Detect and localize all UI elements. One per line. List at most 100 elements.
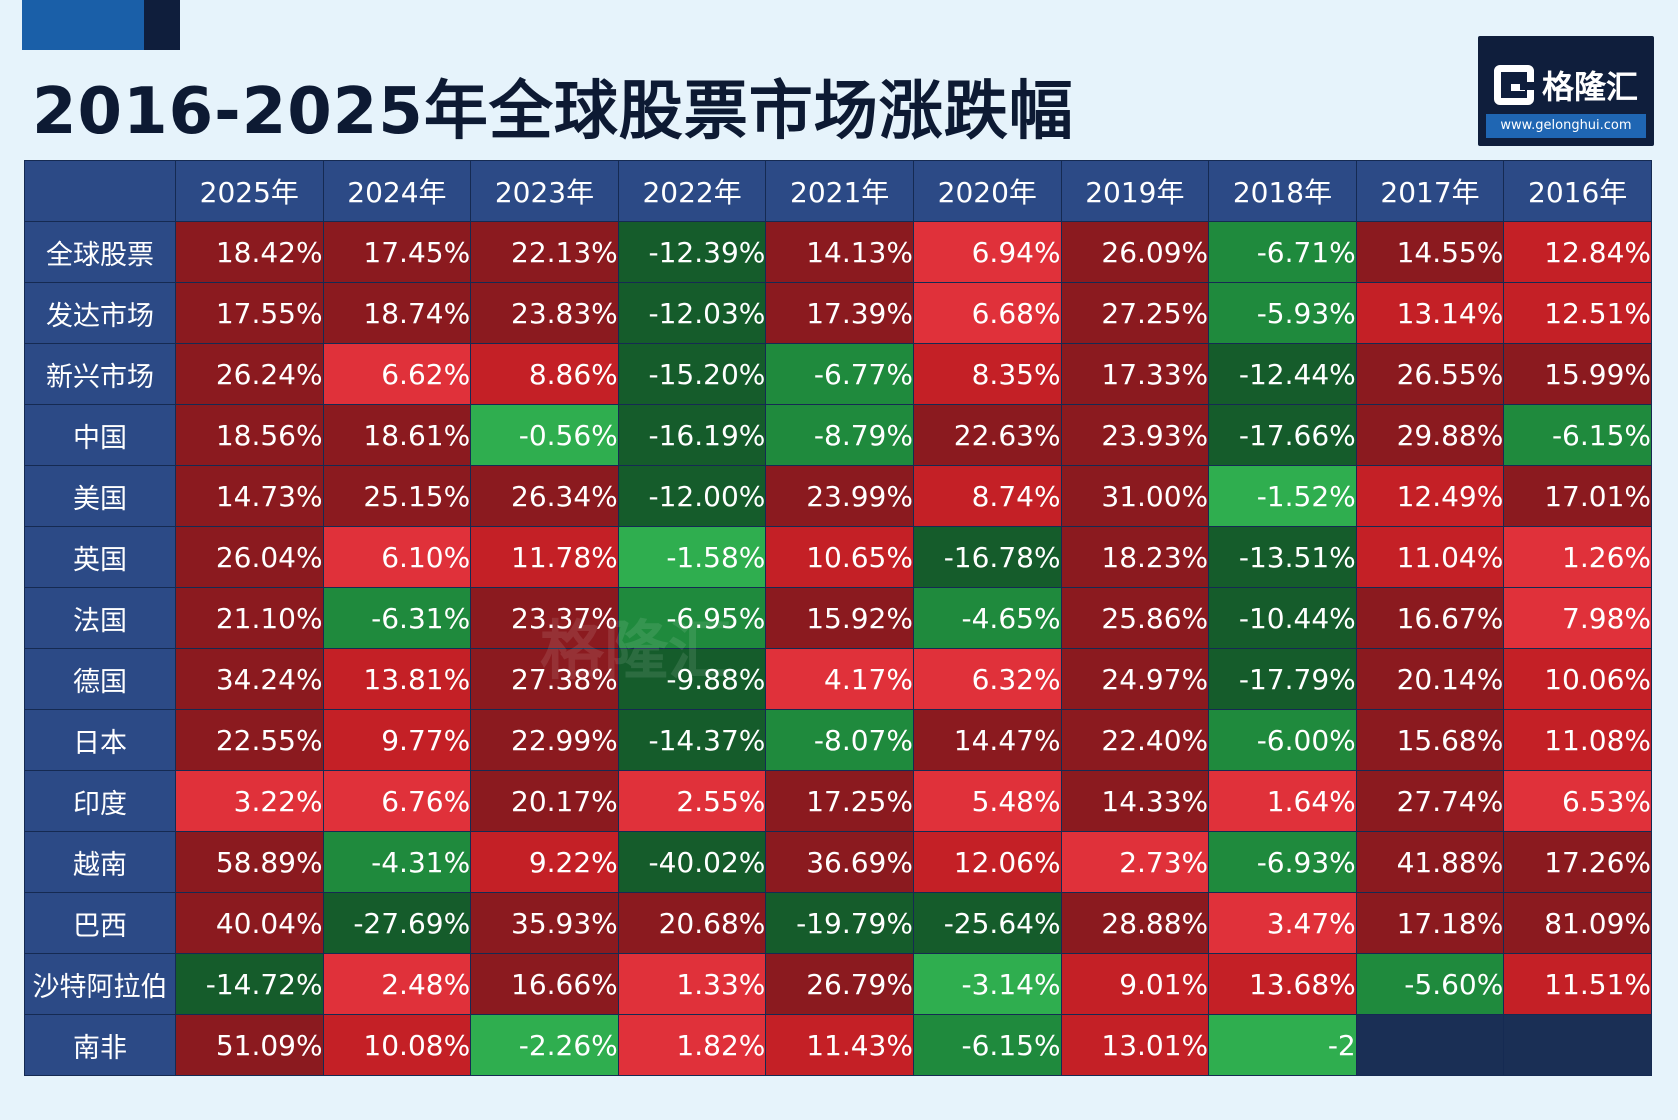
heatmap-cell: 12.51% bbox=[1503, 282, 1652, 344]
heatmap-cell: 31.00% bbox=[1060, 465, 1210, 527]
heatmap-cell: -4.65% bbox=[912, 587, 1062, 649]
heatmap-cell: 9.01% bbox=[1060, 953, 1210, 1015]
heatmap-cell: 6.94% bbox=[912, 221, 1062, 283]
heatmap-cell: 22.99% bbox=[470, 709, 619, 771]
table-row: 沙特阿拉伯 -14.72% 2.48% 16.66% 1.33% 26.79% -3.14%… bbox=[24, 953, 1652, 1015]
heatmap-cell: 11.43% bbox=[765, 1014, 914, 1076]
heatmap-cell: 18.61% bbox=[322, 404, 472, 466]
heatmap-cell: 34.24% bbox=[175, 648, 324, 710]
heatmap-cell: 6.76% bbox=[322, 770, 472, 832]
heatmap-cell: -3.14% bbox=[912, 953, 1062, 1015]
heatmap-cell: 20.68% bbox=[617, 892, 767, 954]
heatmap-cell: -15.20% bbox=[617, 343, 767, 405]
heatmap-cell: 7.98% bbox=[1503, 587, 1652, 649]
heatmap-cell: -8.07% bbox=[765, 709, 914, 771]
heatmap-cell: 17.39% bbox=[765, 282, 914, 344]
heatmap-cell: -14.72% bbox=[175, 953, 324, 1015]
table-row: 中国 18.56% 18.61% -0.56% -16.19% -8.79% 22.63% 2… bbox=[24, 404, 1652, 466]
heatmap-cell: 6.68% bbox=[912, 282, 1062, 344]
heatmap-cell: 23.37% bbox=[470, 587, 619, 649]
heatmap-cell: 6.32% bbox=[912, 648, 1062, 710]
heatmap-cell: 3.22% bbox=[175, 770, 324, 832]
heatmap-cell: 17.55% bbox=[175, 282, 324, 344]
row-header: 全球股票 bbox=[24, 221, 176, 283]
heatmap-cell: 2.73% bbox=[1060, 831, 1210, 893]
heatmap-cell: -5.93% bbox=[1208, 282, 1357, 344]
heatmap-cell: -0.56% bbox=[470, 404, 619, 466]
heatmap-cell: -27.69% bbox=[322, 892, 472, 954]
heatmap-cell: 2.48% bbox=[322, 953, 472, 1015]
heatmap-cell: 11.08% bbox=[1503, 709, 1652, 771]
heatmap-cell: 8.74% bbox=[912, 465, 1062, 527]
heatmap-cell: -12.44% bbox=[1208, 343, 1357, 405]
heatmap-cell: 16.67% bbox=[1355, 587, 1505, 649]
heatmap-cell: 51.09% bbox=[175, 1014, 324, 1076]
row-header: 美国 bbox=[24, 465, 176, 527]
table-row: 德国 34.24% 13.81% 27.38% -9.88% 4.17% 6.32% 24.9… bbox=[24, 648, 1652, 710]
heatmap-cell: 4.17% bbox=[765, 648, 914, 710]
heatmap-cell: 17.26% bbox=[1503, 831, 1652, 893]
heatmap-cell: 14.55% bbox=[1355, 221, 1505, 283]
column-header-0: 2025年 bbox=[175, 160, 324, 222]
heatmap-cell: 18.74% bbox=[322, 282, 472, 344]
heatmap-cell: 17.25% bbox=[765, 770, 914, 832]
heatmap-cell: 26.34% bbox=[470, 465, 619, 527]
heatmap-cell: -2.26% bbox=[470, 1014, 619, 1076]
heatmap-cell: 17.01% bbox=[1503, 465, 1652, 527]
heatmap-cell: -9.88% bbox=[617, 648, 767, 710]
heatmap-cell: 10.08% bbox=[322, 1014, 472, 1076]
table-row: 印度 3.22% 6.76% 20.17% 2.55% 17.25% 5.48% 14.33%… bbox=[24, 770, 1652, 832]
heatmap-cell: 6.53% bbox=[1503, 770, 1652, 832]
heatmap-cell: -17.79% bbox=[1208, 648, 1357, 710]
row-header: 中国 bbox=[24, 404, 176, 466]
table-row: 南非 51.09% 10.08% -2.26% 1.82% 11.43% -6.15% 13.… bbox=[24, 1014, 1652, 1076]
heatmap-cell: -6.77% bbox=[765, 343, 914, 405]
heatmap-cell: 1.82% bbox=[617, 1014, 767, 1076]
heatmap-cell: 81.09% bbox=[1503, 892, 1652, 954]
table-row: 新兴市场 26.24% 6.62% 8.86% -15.20% -6.77% 8.35% 17… bbox=[24, 343, 1652, 405]
heatmap-cell: -6.93% bbox=[1208, 831, 1357, 893]
heatmap-cell: 17.33% bbox=[1060, 343, 1210, 405]
heatmap-cell: 13.14% bbox=[1355, 282, 1505, 344]
logo-g-icon bbox=[1493, 65, 1534, 105]
row-header: 印度 bbox=[24, 770, 176, 832]
heatmap-cell: 14.33% bbox=[1060, 770, 1210, 832]
heatmap-cell: 18.23% bbox=[1060, 526, 1210, 588]
heatmap-cell: -6.00% bbox=[1208, 709, 1357, 771]
row-header: 日本 bbox=[24, 709, 176, 771]
heatmap-cell: 13.01% bbox=[1060, 1014, 1210, 1076]
heatmap-cell bbox=[1503, 1014, 1652, 1076]
heatmap-cell: 8.86% bbox=[470, 343, 619, 405]
heatmap-cell: 12.84% bbox=[1503, 221, 1652, 283]
heatmap-cell: 2.55% bbox=[617, 770, 767, 832]
row-header: 巴西 bbox=[24, 892, 176, 954]
heatmap-cell: 27.38% bbox=[470, 648, 619, 710]
column-header-5: 2020年 bbox=[912, 160, 1062, 222]
heatmap-cell: 26.04% bbox=[175, 526, 324, 588]
heatmap-cell: -6.31% bbox=[322, 587, 472, 649]
heatmap-cell: 12.06% bbox=[912, 831, 1062, 893]
heatmap-cell: 28.88% bbox=[1060, 892, 1210, 954]
logo-name: 格隆汇 bbox=[1541, 68, 1638, 106]
heatmap-cell: -12.03% bbox=[617, 282, 767, 344]
column-header-7: 2018年 bbox=[1208, 160, 1357, 222]
heatmap-cell: -12.39% bbox=[617, 221, 767, 283]
heatmap-cell: -8.79% bbox=[765, 404, 914, 466]
row-header: 德国 bbox=[24, 648, 176, 710]
heatmap-cell: 17.18% bbox=[1355, 892, 1505, 954]
heatmap-cell: 18.56% bbox=[175, 404, 324, 466]
header-row: 2025年 2024年 2023年 2022年 2021年 2020年 2019年 2018年… bbox=[24, 160, 1652, 222]
heatmap-cell: -6.95% bbox=[617, 587, 767, 649]
heatmap-cell: 35.93% bbox=[470, 892, 619, 954]
heatmap-cell: 1.33% bbox=[617, 953, 767, 1015]
heatmap-cell: 1.26% bbox=[1503, 526, 1652, 588]
row-header: 英国 bbox=[24, 526, 176, 588]
table-row: 巴西 40.04% -27.69% 35.93% 20.68% -19.79% -25.64… bbox=[24, 892, 1652, 954]
heatmap-cell: 23.93% bbox=[1060, 404, 1210, 466]
column-header-6: 2019年 bbox=[1060, 160, 1210, 222]
column-header-2: 2023年 bbox=[470, 160, 619, 222]
heatmap-cell: 26.55% bbox=[1355, 343, 1505, 405]
table-row: 英国 26.04% 6.10% 11.78% -1.58% 10.65% -16.78% 18… bbox=[24, 526, 1652, 588]
heatmap-cell: 26.09% bbox=[1060, 221, 1210, 283]
heatmap-cell: 14.13% bbox=[765, 221, 914, 283]
